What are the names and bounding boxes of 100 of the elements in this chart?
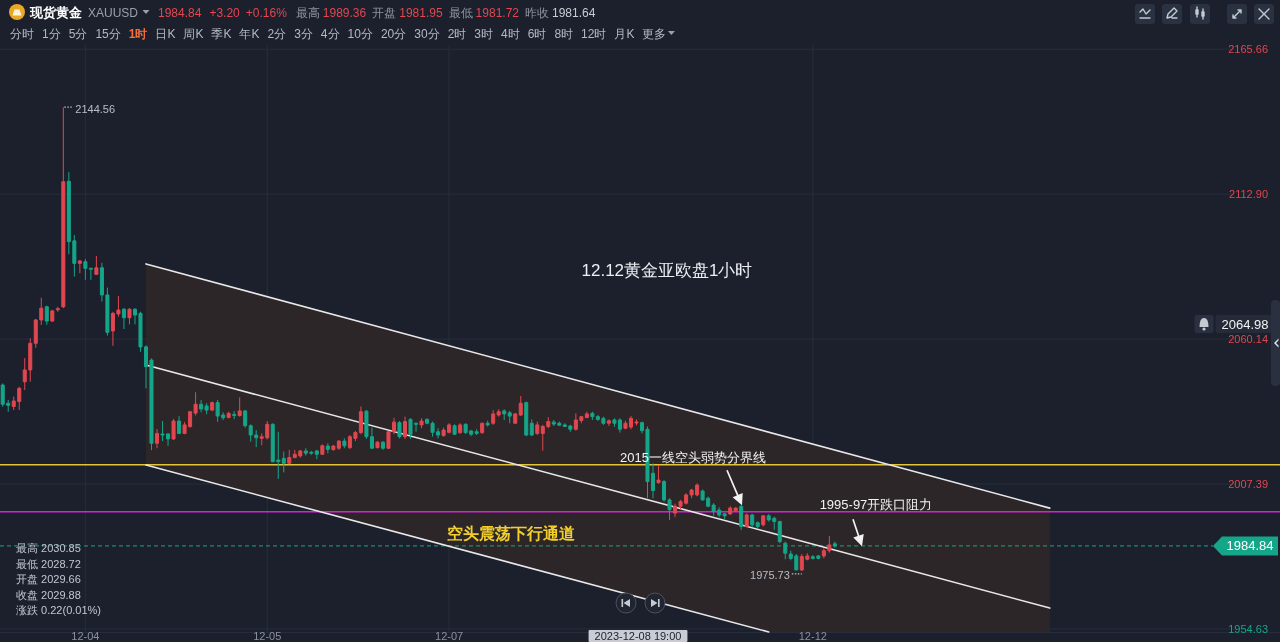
text: +0.16% <box>245 6 288 20</box>
candlestick <box>733 506 738 513</box>
x-tick-label: 12-05 <box>253 630 282 642</box>
text: 最低 <box>448 6 473 20</box>
text: 1981.72 <box>475 6 520 20</box>
text: 8时 <box>554 27 574 41</box>
candlestick <box>44 305 49 326</box>
text: 2时 <box>447 27 467 41</box>
text: 4分 <box>320 27 340 41</box>
x-tick-label: 12-12 <box>798 630 827 642</box>
x-tick-label: 12-04 <box>71 630 100 642</box>
y-tick-label: 2165.66 <box>1228 43 1268 56</box>
annotation: 空头震荡下行通道 <box>447 525 576 542</box>
annotation: 2144.56 <box>75 103 116 116</box>
text: 2分 <box>267 27 287 41</box>
text: 12时 <box>581 27 607 41</box>
candlestick <box>325 442 330 454</box>
candlestick <box>496 408 501 418</box>
ref-line-label: 1995-97开跌口阻力 <box>819 496 933 512</box>
text: 年K <box>239 27 260 41</box>
text: 昨收 <box>525 6 549 20</box>
candlestick <box>832 541 837 549</box>
text: 1分 <box>42 27 61 41</box>
candlestick <box>154 428 160 449</box>
text: 1984.84 <box>158 6 202 20</box>
candlestick <box>94 255 99 276</box>
candlestick <box>656 464 661 485</box>
candlestick <box>320 443 325 456</box>
text: 5分 <box>68 27 88 41</box>
annotation: 最低 2028.72 <box>16 557 81 570</box>
candlestick <box>491 409 496 426</box>
text: 分时 <box>10 27 34 41</box>
candlestick <box>458 422 463 435</box>
candlestick <box>50 309 55 323</box>
candlestick <box>777 520 782 544</box>
candlestick <box>77 259 82 274</box>
candlestick <box>518 395 523 417</box>
annotation: 最高 2030.85 <box>16 542 81 554</box>
annotation: 涨跌 0.22(0.01%) <box>16 604 101 616</box>
text: 30分 <box>414 27 440 41</box>
text: 日K <box>155 27 176 41</box>
x-tick-label: 12-07 <box>435 630 464 642</box>
text: 周K <box>183 27 204 41</box>
candlestick <box>529 418 534 437</box>
candlestick <box>375 440 380 449</box>
text: 10分 <box>347 27 373 41</box>
text: 3时 <box>474 27 493 41</box>
y-tick-label: 2060.14 <box>1228 333 1268 346</box>
candlestick <box>237 396 242 418</box>
text: 1989.36 <box>322 6 367 20</box>
candlestick <box>226 411 231 419</box>
text: XAUUSD <box>88 6 139 20</box>
text: 6时 <box>527 27 547 41</box>
candlestick <box>232 410 237 420</box>
y-tick-label: 2112.90 <box>1229 188 1268 201</box>
candlestick <box>127 307 132 325</box>
text: 开盘 <box>372 6 397 20</box>
candlestick <box>452 423 457 436</box>
text: 15分 <box>95 27 121 41</box>
candlestick <box>739 504 744 531</box>
text: 3分 <box>294 27 313 41</box>
text: 更多 <box>642 27 667 41</box>
candlestick <box>755 521 760 529</box>
candlestick <box>55 306 60 313</box>
text: 4时 <box>501 27 520 41</box>
annotation: 1975.73 <box>750 568 790 581</box>
candlestick <box>314 449 319 460</box>
ref-line-label: 1984.84 <box>1226 538 1274 554</box>
text: 季K <box>211 27 232 41</box>
text: 12.12黄金亚欧盘1小时 <box>581 261 753 280</box>
candlestick <box>524 401 529 437</box>
candlestick <box>744 512 749 528</box>
candlestick <box>728 505 733 516</box>
candlestick <box>606 418 611 427</box>
candlestick <box>397 420 402 439</box>
candlestick <box>513 412 518 425</box>
candlestick <box>502 408 507 421</box>
text: 现货黄金 <box>29 5 83 20</box>
text: 1时 <box>128 27 148 41</box>
candlestick <box>485 420 490 428</box>
y-tick-label: 1954.63 <box>1228 622 1268 635</box>
y-tick-label: 2007.39 <box>1228 477 1268 490</box>
annotation: 收盘 2029.88 <box>16 588 81 601</box>
candlestick <box>342 437 347 449</box>
candlestick <box>507 410 512 424</box>
candlestick <box>419 417 424 429</box>
candlestick <box>177 415 182 435</box>
candlestick <box>243 409 248 429</box>
annotation: 2064.98 <box>1221 316 1269 332</box>
candlestick <box>761 514 766 528</box>
candlestick <box>287 449 292 465</box>
candlestick <box>535 421 540 436</box>
text: 最高 <box>295 6 320 20</box>
candlestick <box>210 401 215 412</box>
text: 月K <box>614 27 635 41</box>
candlestick <box>171 418 176 441</box>
text: 1981.95 <box>399 6 443 20</box>
candlestick <box>61 106 66 309</box>
text: 1981.64 <box>552 6 596 20</box>
annotation: 开盘 2029.66 <box>16 573 81 585</box>
